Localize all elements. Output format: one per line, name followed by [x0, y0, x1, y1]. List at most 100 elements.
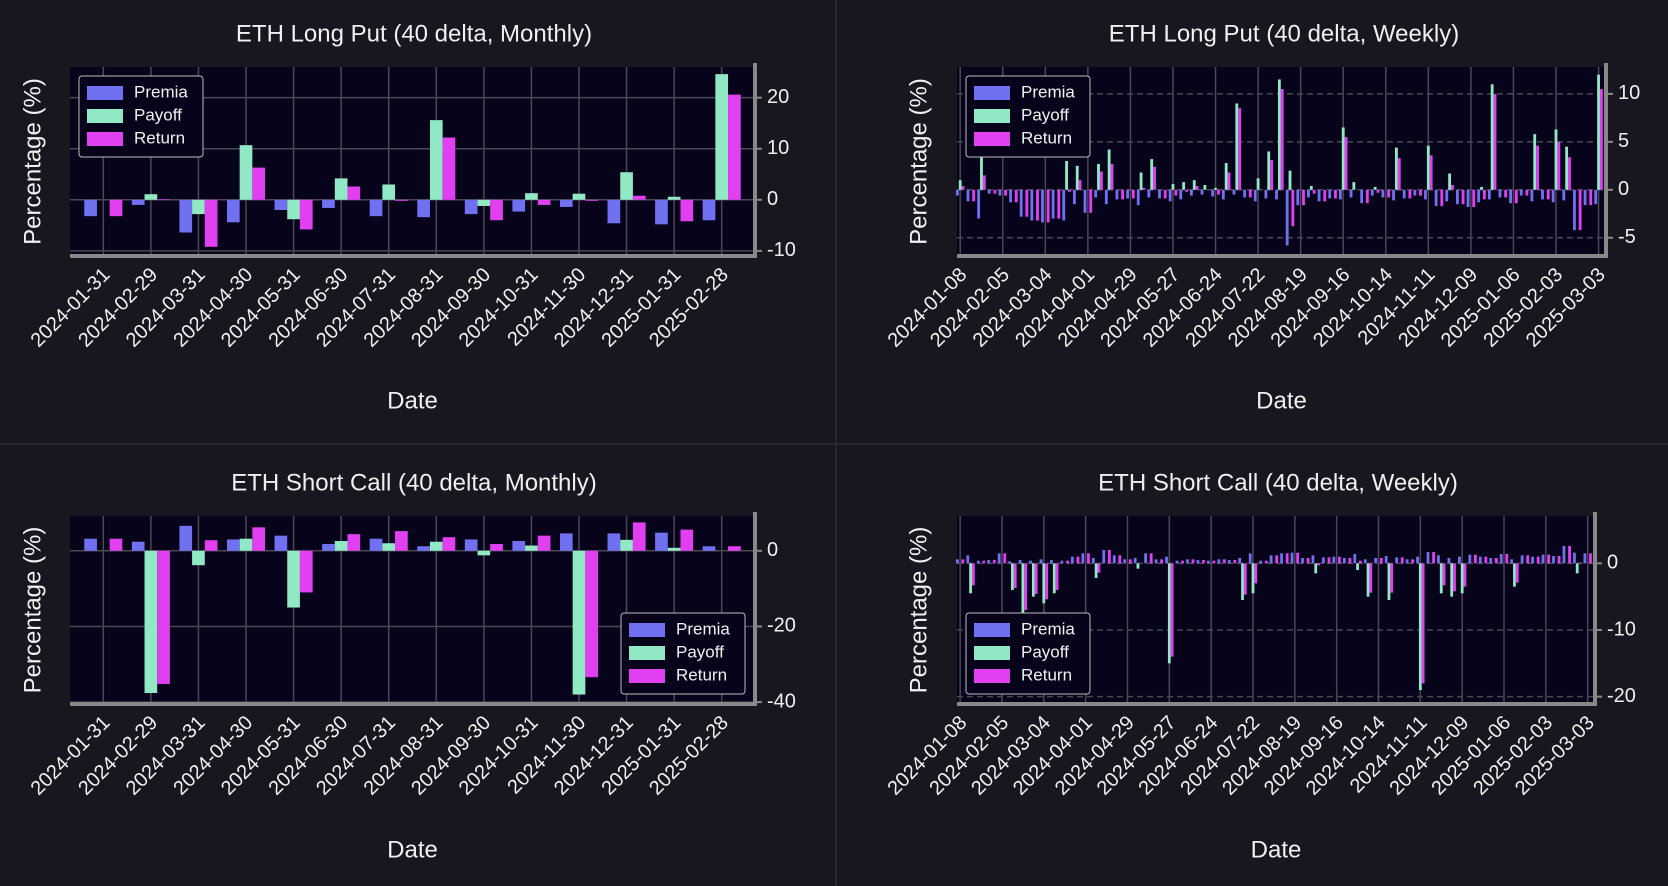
bar: [1139, 172, 1143, 190]
bar: [667, 196, 681, 200]
bar: [1376, 189, 1380, 193]
bar: [971, 563, 975, 586]
bar: [537, 199, 551, 205]
bar: [1306, 558, 1310, 564]
bar: [192, 199, 205, 215]
bar: [1181, 560, 1184, 564]
legend-label: Return: [1021, 665, 1072, 684]
bar: [1317, 189, 1321, 202]
bar: [1191, 559, 1195, 564]
bar-chart: ETH Short Call (40 delta, Monthly) Percen…: [19, 469, 796, 863]
bar: [1149, 553, 1153, 564]
bar: [1573, 189, 1576, 231]
chart-title: ETH Long Put (40 delta, Monthly): [236, 20, 592, 47]
bar: [1097, 163, 1100, 190]
bar: [1052, 563, 1056, 594]
bar: [955, 189, 959, 196]
bar: [966, 555, 970, 564]
bar: [680, 529, 694, 551]
bar: [144, 550, 158, 694]
bar: [1029, 560, 1032, 564]
legend-label: Payoff: [134, 105, 182, 124]
bar: [204, 540, 218, 551]
bar: [1235, 103, 1239, 190]
bar: [226, 539, 240, 551]
bar: [1599, 89, 1603, 190]
bar: [1530, 189, 1534, 202]
bar: [1312, 189, 1316, 194]
bar: [1036, 189, 1039, 221]
bar: [1212, 560, 1216, 564]
bar: [632, 195, 646, 200]
bar: [1402, 189, 1406, 199]
bar: [1562, 189, 1566, 201]
bar: [728, 546, 741, 551]
bar: [464, 539, 478, 551]
bar: [1338, 189, 1342, 200]
bar: [1450, 563, 1454, 597]
chart-title: ETH Long Put (40 delta, Weekly): [1109, 20, 1459, 47]
bar: [1474, 554, 1477, 564]
y-tick-label: 0: [767, 188, 778, 210]
bar: [585, 199, 599, 201]
bar: [1019, 189, 1023, 217]
bar: [84, 199, 97, 217]
bar: [1024, 563, 1028, 610]
bar: [1370, 189, 1374, 196]
bar: [1562, 546, 1566, 564]
bar-chart: ETH Short Call (40 delta, Weekly) Percent…: [884, 469, 1636, 863]
legend-swatch: [87, 109, 123, 123]
bar: [1494, 558, 1498, 564]
bar: [490, 543, 503, 551]
bar: [1121, 189, 1125, 200]
legend-label: Payoff: [676, 642, 724, 661]
bar: [1554, 129, 1558, 190]
bar: [667, 547, 681, 551]
bar: [1003, 553, 1007, 564]
bar: [1091, 558, 1095, 564]
bar: [274, 199, 288, 211]
bar: [961, 559, 965, 564]
bar: [1578, 562, 1582, 564]
bar: [512, 540, 526, 551]
legend-swatch: [974, 623, 1010, 637]
bar: [1104, 189, 1108, 205]
bar: [715, 74, 729, 200]
bar: [992, 560, 996, 564]
bar: [204, 199, 218, 247]
bar: [1568, 157, 1571, 190]
bar: [334, 178, 348, 200]
bar: [1291, 189, 1295, 227]
bar: [1301, 558, 1304, 564]
legend-label: Return: [676, 665, 727, 684]
bar: [1227, 560, 1231, 564]
bar: [966, 189, 970, 202]
bar: [1353, 554, 1357, 564]
bar: [1206, 560, 1210, 564]
bar: [179, 199, 193, 233]
bar: [1065, 161, 1069, 190]
bar: [1167, 563, 1171, 664]
bar: [1190, 189, 1193, 196]
bar: [1519, 189, 1523, 196]
y-axis-label: Percentage (%): [19, 527, 46, 694]
bar: [464, 199, 478, 215]
bar: [969, 563, 972, 594]
bar: [1227, 172, 1231, 190]
bar: [1442, 563, 1446, 586]
bar: [1081, 553, 1085, 564]
bar: [1400, 557, 1404, 564]
bar: [1238, 108, 1242, 190]
bar: [1154, 559, 1158, 564]
bar: [1275, 555, 1279, 564]
bar: [512, 199, 526, 212]
bar: [997, 553, 1001, 564]
bar: [395, 531, 408, 551]
bar: [972, 189, 976, 202]
bar: [131, 541, 145, 551]
y-tick-label: -10: [767, 239, 796, 261]
bar: [1277, 79, 1281, 190]
bar: [1221, 189, 1225, 200]
bar: [252, 167, 266, 200]
y-tick-label: -5: [1618, 226, 1636, 248]
